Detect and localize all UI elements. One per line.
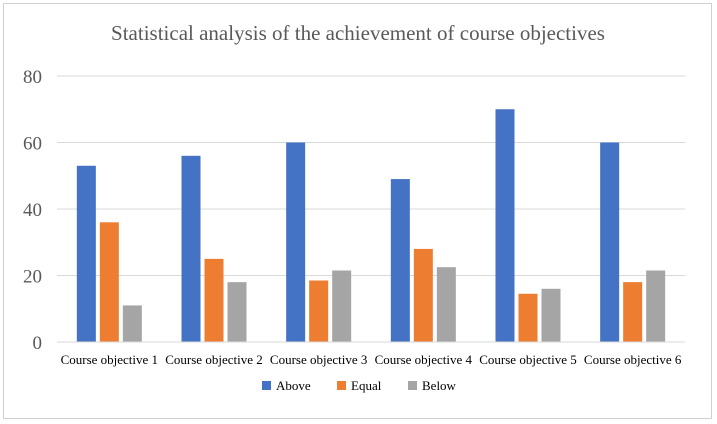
bar-below-6: [646, 270, 666, 342]
bar-below-1: [122, 305, 142, 342]
x-tick-label: Course objective 5: [479, 352, 576, 367]
bar-below-5: [541, 288, 561, 342]
x-axis: Course objective 1 Course objective 2 Cour…: [57, 341, 685, 367]
y-tick-label: 40: [23, 200, 42, 221]
bar-above-3: [286, 142, 306, 342]
legend-label-below: Below: [422, 378, 457, 393]
x-tick-label: Course objective 4: [375, 352, 473, 367]
bar-equal-1: [99, 222, 119, 342]
bar-above-1: [76, 165, 96, 342]
legend-swatch-equal: [337, 381, 346, 390]
bar-above-4: [390, 179, 410, 342]
bar-equal-5: [518, 293, 538, 342]
bars: [76, 109, 666, 342]
y-tick-label: 80: [23, 67, 42, 88]
legend: Above Equal Below: [262, 378, 457, 393]
x-tick-label: Course objective 3: [270, 352, 367, 367]
x-tick-label: Course objective 1: [61, 352, 158, 367]
x-tick-label: Course objective 6: [584, 352, 682, 367]
bar-above-6: [600, 142, 620, 342]
y-axis: 0 20 40 60 80: [23, 67, 42, 354]
y-tick-label: 20: [23, 267, 42, 288]
bar-above-2: [181, 155, 201, 342]
chart-title: Statistical analysis of the achievement …: [111, 21, 605, 45]
bar-below-3: [332, 270, 352, 342]
y-tick-label: 0: [33, 333, 43, 354]
bar-equal-6: [623, 282, 643, 342]
legend-label-above: Above: [276, 378, 311, 393]
legend-swatch-above: [262, 381, 271, 390]
bar-equal-2: [204, 258, 224, 342]
bar-equal-4: [413, 248, 433, 342]
legend-swatch-below: [408, 381, 417, 390]
chart-frame: [3, 3, 712, 419]
legend-label-equal: Equal: [351, 378, 382, 393]
bar-equal-3: [309, 280, 329, 342]
gridlines: [57, 75, 685, 343]
bar-below-2: [227, 282, 247, 342]
y-tick-label: 60: [23, 134, 42, 155]
bar-below-4: [436, 267, 456, 342]
x-tick-label: Course objective 2: [165, 352, 262, 367]
bar-above-5: [495, 109, 515, 342]
